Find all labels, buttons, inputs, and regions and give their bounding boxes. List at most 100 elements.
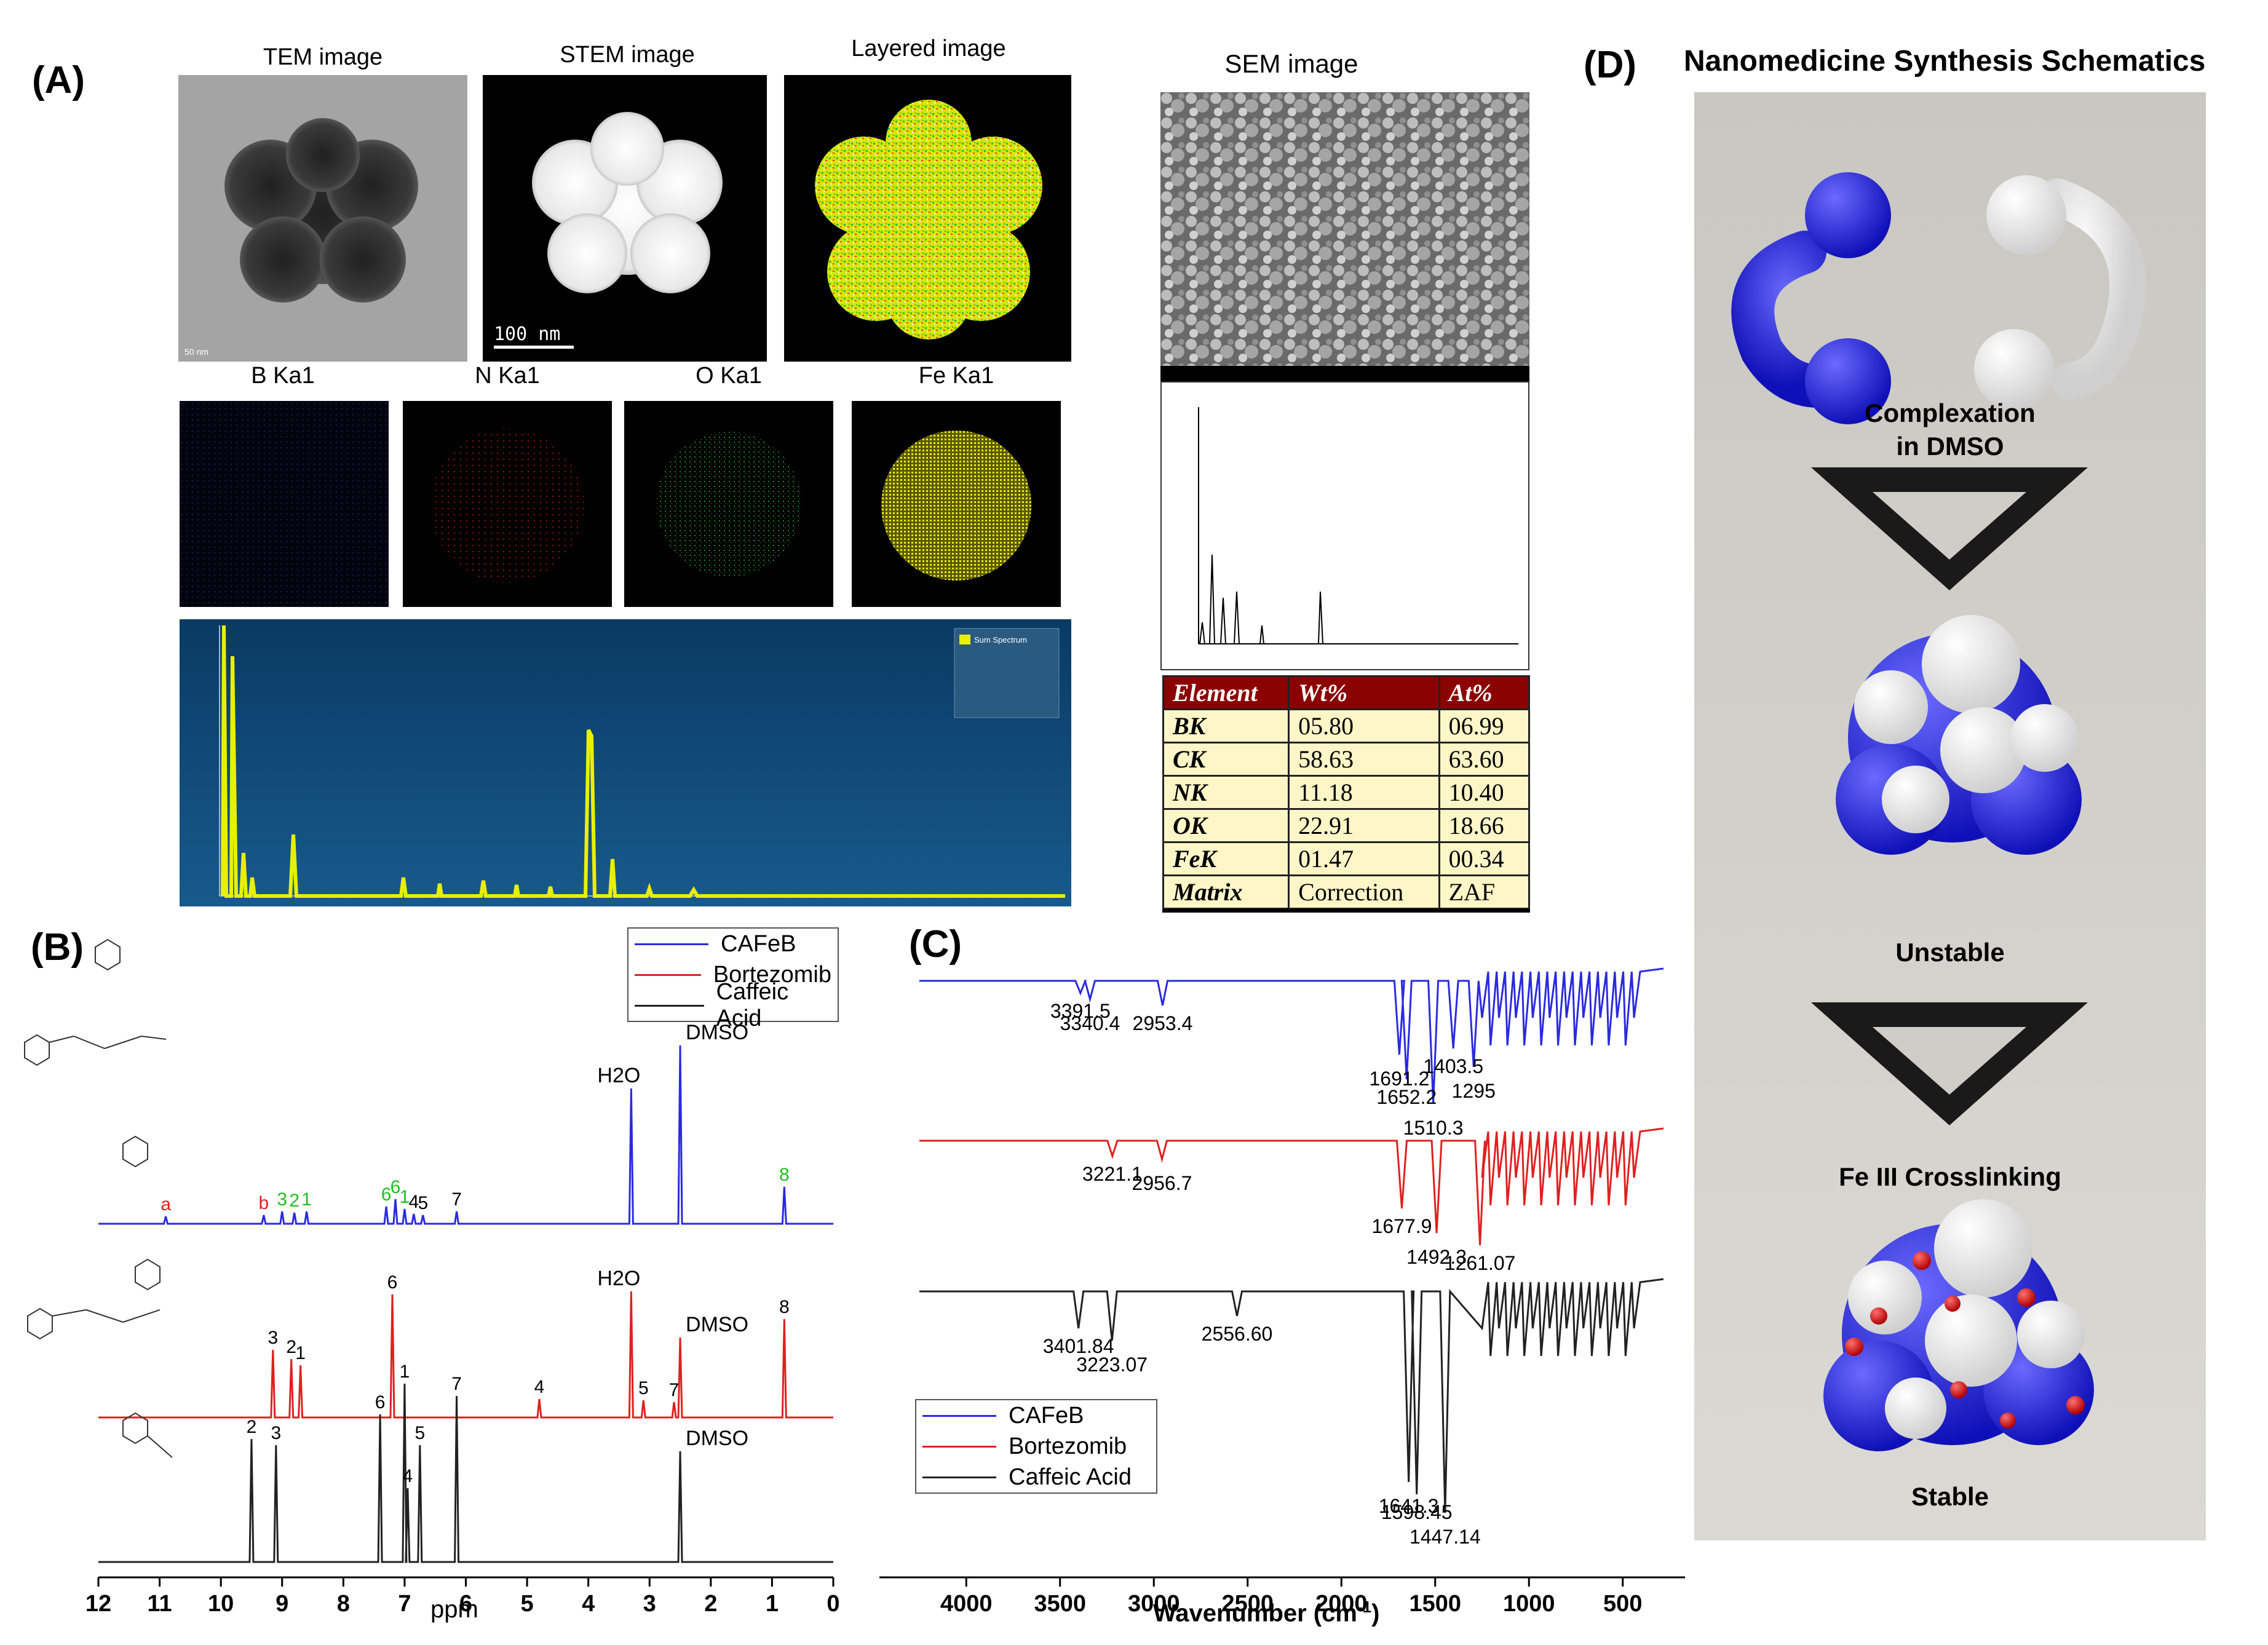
ftir-x-tick-label: 500 bbox=[1603, 1591, 1642, 1617]
nmr-peak-label: 1 bbox=[301, 1189, 312, 1210]
cell-wt: 22.91 bbox=[1288, 808, 1440, 843]
arrow-inner bbox=[1873, 492, 2026, 560]
nmr-peak-label: 3 bbox=[271, 1423, 281, 1443]
ftir-peak-label: 3391.5 bbox=[1050, 1000, 1111, 1022]
map-b bbox=[180, 401, 389, 607]
nmr-peak-label: 8 bbox=[779, 1165, 790, 1185]
ftir-x-tick-label: 3000 bbox=[1128, 1591, 1180, 1617]
nmr-peak-label: 6 bbox=[381, 1184, 392, 1205]
svg-text:50 nm: 50 nm bbox=[184, 347, 208, 357]
cell-element: OK bbox=[1162, 808, 1290, 843]
table-row: OK 22.91 18.66 bbox=[1162, 808, 1531, 843]
nmr-peak-label: 3 bbox=[277, 1189, 287, 1210]
ftir-peak-label: 3401.84 bbox=[1043, 1335, 1114, 1357]
nmr-x-tick-label: 6 bbox=[459, 1591, 472, 1617]
cell-element: Matrix bbox=[1162, 874, 1290, 910]
table-row: NK 11.18 10.40 bbox=[1162, 775, 1531, 810]
ftir-legend: CAFeB Bortezomib Caffeic Acid bbox=[915, 1399, 1157, 1494]
cell-element: BK bbox=[1162, 708, 1290, 743]
step-unstable: Unstable bbox=[1895, 938, 2005, 967]
cell-wt: 58.63 bbox=[1288, 742, 1440, 777]
nmr-peak-label: 3 bbox=[268, 1328, 278, 1348]
cell-wt: Correction bbox=[1288, 874, 1440, 910]
cell-at: 06.99 bbox=[1438, 708, 1531, 743]
nmr-peak-label: b bbox=[259, 1193, 269, 1213]
map-title-b: B Ka1 bbox=[251, 363, 315, 389]
ftir-peak-label: 2953.4 bbox=[1133, 1012, 1193, 1034]
ftir-peak-label: 1510.3 bbox=[1403, 1117, 1464, 1139]
ftir-x-label-sup: -1 bbox=[1357, 1598, 1372, 1616]
nmr-x-tick-label: 2 bbox=[704, 1591, 717, 1617]
ftir-peak-label: 2556.60 bbox=[1202, 1323, 1273, 1345]
map-n bbox=[403, 401, 612, 607]
arrow-inner bbox=[1873, 1027, 2026, 1095]
ftir-peak-label: 3223.07 bbox=[1076, 1354, 1148, 1376]
ftir-peak-label: 3221.1 bbox=[1082, 1163, 1143, 1185]
ftir-x-label-text: Wavenumber (cm bbox=[1153, 1599, 1357, 1627]
legend-item: CAFeB bbox=[916, 1400, 1156, 1431]
ftir-peak-label: 1261.07 bbox=[1445, 1252, 1516, 1274]
ftir-x-tick-label: 2500 bbox=[1221, 1591, 1274, 1617]
map-fe bbox=[852, 401, 1061, 607]
schematic-title: Nanomedicine Synthesis Schematics bbox=[1684, 45, 2206, 77]
scale-bar bbox=[494, 346, 574, 349]
ftir-x-label-end: ) bbox=[1371, 1599, 1380, 1627]
stable-cluster bbox=[1823, 1199, 2094, 1451]
nmr-peak-label: 4 bbox=[409, 1192, 419, 1212]
cell-at: ZAF bbox=[1438, 874, 1531, 910]
ftir-series-line bbox=[919, 1278, 1664, 1513]
schematic-panel bbox=[1694, 92, 2206, 1540]
ftir-peak-label: 1677.9 bbox=[1372, 1215, 1432, 1237]
col-header-wt: Wt% bbox=[1288, 675, 1440, 710]
step-crosslinking: Fe III Crosslinking bbox=[1839, 1162, 2061, 1191]
ftir-series-line bbox=[919, 1127, 1664, 1246]
legend-item: CAFeB bbox=[628, 929, 838, 959]
step-stable: Stable bbox=[1911, 1482, 1989, 1511]
step-complexation-line1: Complexation bbox=[1865, 398, 2036, 427]
ftir-peak-label: 1598.45 bbox=[1381, 1501, 1453, 1523]
table-row: CK 58.63 63.60 bbox=[1162, 742, 1531, 777]
ftir-peak-label: 1492.3 bbox=[1406, 1246, 1467, 1268]
ftir-x-tick-label: 4000 bbox=[940, 1591, 993, 1617]
unstable-cluster bbox=[1836, 615, 2082, 855]
stem-image: 100 nm bbox=[483, 75, 767, 362]
eds-composition-table: Element Wt% At% BK 05.80 06.99 CK 58.63 63.6… bbox=[1162, 675, 1531, 910]
nmr-peak-label: 8 bbox=[779, 1297, 790, 1317]
panel-label-a: (A) bbox=[32, 59, 85, 101]
step-complexation-line2: in DMSO bbox=[1896, 432, 2004, 461]
legend-label: Caffeic Acid bbox=[1009, 1464, 1132, 1490]
nmr-peak-label: 1 bbox=[295, 1343, 306, 1363]
nmr-peak-label: 6 bbox=[391, 1177, 401, 1197]
nmr-peak-label: 7 bbox=[451, 1189, 462, 1210]
cell-element: NK bbox=[1162, 775, 1290, 810]
nmr-x-tick-label: 10 bbox=[208, 1591, 234, 1617]
legend-label: Bortezomib bbox=[1009, 1433, 1127, 1459]
nmr-peak-label: 7 bbox=[451, 1374, 462, 1394]
step-complexation: Complexation in DMSO bbox=[1694, 397, 2206, 463]
cell-element: FeK bbox=[1162, 841, 1290, 876]
col-header-at: At% bbox=[1438, 675, 1531, 710]
nmr-peak-label: 7 bbox=[669, 1380, 680, 1400]
nmr-peak-label: 2 bbox=[286, 1337, 296, 1357]
nmr-peak-label: DMSO bbox=[686, 1427, 748, 1450]
nmr-peak-label: 1 bbox=[400, 1187, 410, 1207]
nmr-x-tick-label: 9 bbox=[276, 1591, 288, 1617]
tem-image: 50 nm bbox=[178, 75, 467, 362]
layered-image bbox=[784, 75, 1071, 362]
ftir-x-tick-label: 1000 bbox=[1503, 1591, 1555, 1617]
nmr-peak-label: 6 bbox=[375, 1392, 386, 1413]
sem-eds-spectrum bbox=[1160, 381, 1529, 670]
ftir-x-tick-label: 2000 bbox=[1315, 1591, 1368, 1617]
eds-spectrum: Sum Spectrum bbox=[180, 619, 1071, 906]
cell-wt: 05.80 bbox=[1288, 708, 1440, 743]
nmr-x-tick-label: 0 bbox=[827, 1591, 839, 1617]
map-title-fe: Fe Ka1 bbox=[918, 363, 994, 389]
structure-sketches bbox=[24, 938, 173, 1458]
nmr-peak-label: 4 bbox=[403, 1466, 413, 1486]
cell-at: 10.40 bbox=[1438, 775, 1531, 810]
cell-element: CK bbox=[1162, 742, 1290, 777]
stem-title: STEM image bbox=[560, 42, 695, 68]
cell-at: 00.34 bbox=[1438, 841, 1531, 876]
panel-label-b: (B) bbox=[31, 926, 84, 969]
